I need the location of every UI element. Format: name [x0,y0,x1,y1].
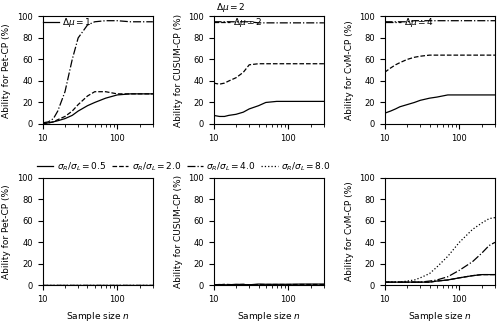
Text: $\Delta\mu = 2$: $\Delta\mu = 2$ [216,1,246,14]
Legend: $\Delta\mu = 4$: $\Delta\mu = 4$ [384,16,434,30]
Legend: $\sigma_R/\sigma_L = 0.5$, $\sigma_R/\sigma_L = 2.0$, $\sigma_R/\sigma_L = 4.0$,: $\sigma_R/\sigma_L = 0.5$, $\sigma_R/\si… [37,160,331,173]
X-axis label: Sample size $n$: Sample size $n$ [66,310,130,323]
Y-axis label: Ability for CvM-CP (%): Ability for CvM-CP (%) [344,20,354,120]
Y-axis label: Ability for CvM-CP (%): Ability for CvM-CP (%) [344,182,354,281]
X-axis label: Sample size $n$: Sample size $n$ [236,310,301,323]
Y-axis label: Ability for Pet-CP (%): Ability for Pet-CP (%) [2,184,12,279]
Y-axis label: Ability for Pet-CP (%): Ability for Pet-CP (%) [2,23,12,117]
Legend: $\Delta\mu = 1$: $\Delta\mu = 1$ [42,16,92,30]
X-axis label: Sample size $n$: Sample size $n$ [408,310,472,323]
Y-axis label: Ability for CUSUM-CP (%): Ability for CUSUM-CP (%) [174,14,182,127]
Legend: $\Delta\mu = 2$: $\Delta\mu = 2$ [214,16,263,30]
Y-axis label: Ability for CUSUM-CP (%): Ability for CUSUM-CP (%) [174,175,182,288]
